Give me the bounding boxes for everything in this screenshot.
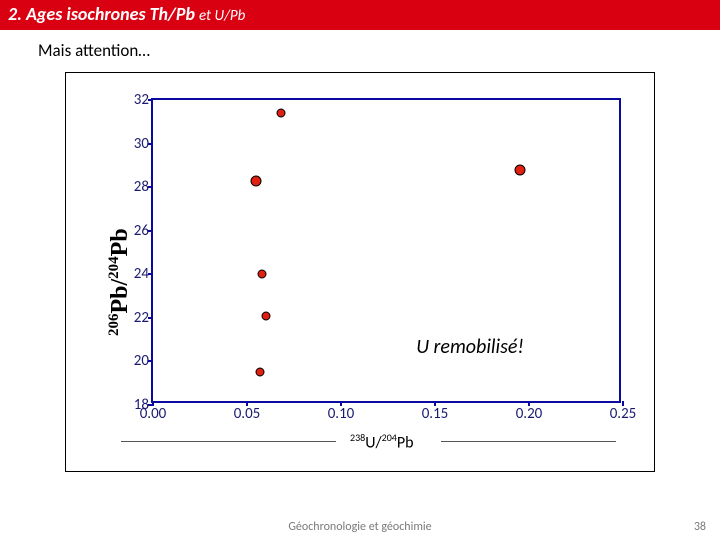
subtitle-text: Mais attention… bbox=[38, 40, 150, 61]
y-tick-label: 32 bbox=[119, 91, 149, 109]
x-tick-label: 0.10 bbox=[328, 405, 355, 423]
page-number: 38 bbox=[694, 520, 706, 534]
x-tick-label: 0.00 bbox=[140, 405, 167, 423]
plot-area: 18202224262830320.000.050.100.150.200.25… bbox=[151, 98, 621, 403]
data-point bbox=[251, 175, 262, 186]
data-point bbox=[514, 164, 525, 175]
y-tick-label: 28 bbox=[119, 178, 149, 196]
x-label-line-left bbox=[121, 441, 336, 442]
x-tick-label: 0.20 bbox=[516, 405, 543, 423]
x-axis-label: 238U/204Pb bbox=[346, 431, 418, 452]
y-tick-label: 30 bbox=[119, 135, 149, 153]
x-tick-label: 0.15 bbox=[422, 405, 449, 423]
y-tick-label: 26 bbox=[119, 222, 149, 240]
data-point bbox=[261, 311, 270, 320]
x-label-line-right bbox=[441, 441, 616, 442]
annotation-text: U remobilisé! bbox=[416, 335, 524, 359]
y-tick-label: 24 bbox=[119, 265, 149, 283]
x-tick-label: 0.05 bbox=[234, 405, 261, 423]
title-bar: 2. Ages isochrones Th/Pb et U/Pb bbox=[0, 0, 720, 30]
data-point bbox=[276, 109, 285, 118]
chart-container: 206Pb/204Pb 18202224262830320.000.050.10… bbox=[65, 72, 655, 472]
data-point bbox=[256, 368, 265, 377]
data-point bbox=[258, 270, 267, 279]
footer-text: Géochronologie et géochimie bbox=[0, 520, 720, 534]
y-tick-label: 22 bbox=[119, 309, 149, 327]
title-sub: et U/Pb bbox=[199, 7, 245, 25]
title-main: 2. Ages isochrones Th/Pb bbox=[8, 3, 195, 25]
x-tick-label: 0.25 bbox=[610, 405, 637, 423]
y-tick-label: 20 bbox=[119, 352, 149, 370]
